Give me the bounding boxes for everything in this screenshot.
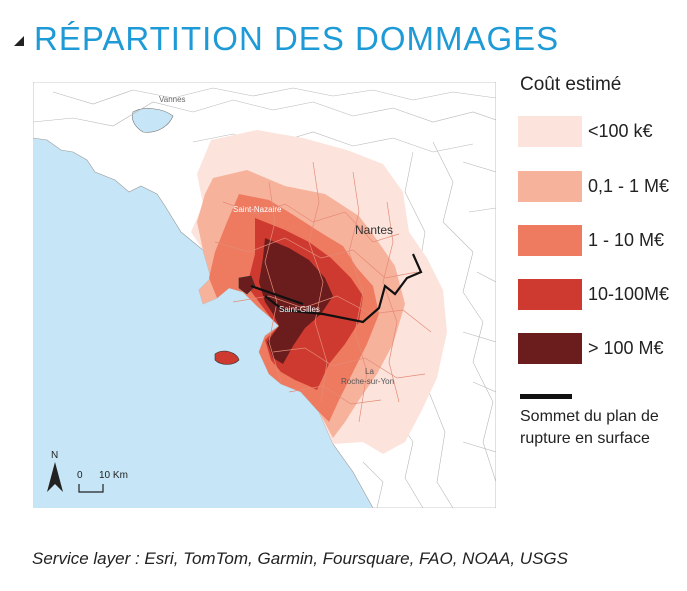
damage-commune-lines [214,161,432,423]
legend-label: 0,1 - 1 M€ [588,176,670,196]
legend-item-1-10m: 1 - 10 M€ [518,225,664,256]
legend-label: 1 - 10 M€ [588,230,665,250]
legend-swatch [518,171,582,202]
north-arrow-icon [47,462,63,492]
damage-map[interactable]: Vannes Saint-Nazaire Nantes Saint-Gilles… [33,82,496,508]
title-triangle-icon [14,36,24,46]
title-row: RÉPARTITION DES DOMMAGES [14,14,559,64]
legend-swatch [518,116,582,147]
legend-swatch [518,225,582,256]
place-saint-nazaire: Saint-Nazaire [233,205,282,214]
legend-item-lt100k: <100 k€ [518,116,653,147]
island-yeu [214,350,240,365]
page-title: RÉPARTITION DES DOMMAGES [34,20,560,57]
map-svg: Vannes Saint-Nazaire Nantes Saint-Gilles… [33,82,496,508]
island-noirmoutier [238,275,256,295]
legend-label: 10-100M€ [588,284,670,304]
source-credit: Service layer : Esri, TomTom, Garmin, Fo… [32,549,568,568]
legend-swatch [518,333,582,364]
legend-swatch [518,279,582,310]
place-saint-gilles: Saint-Gilles [279,305,320,314]
legend-rupture-line [520,394,572,399]
legend-item-10-100m: 10-100M€ [518,279,669,310]
place-nantes: Nantes [355,223,393,237]
commune-boundaries [33,87,496,508]
legend-rupture-label: Sommet du plan de rupture en surface [520,408,659,447]
scale-bar [78,484,104,493]
north-label: N [51,450,58,461]
place-vannes: Vannes [159,95,186,104]
rupture-line [250,253,423,324]
place-roche-la: La [365,367,374,376]
legend-label: <100 k€ [588,121,653,141]
legend-item-01-1m: 0,1 - 1 M€ [518,171,669,202]
legend-item-gt100m: > 100 M€ [518,333,664,364]
place-roche: Roche-sur-Yon [341,377,394,386]
scale-label: 10 Km [99,470,128,481]
legend-title: Coût estimé [520,74,622,95]
legend-label: > 100 M€ [588,338,664,358]
scale-zero: 0 [77,470,83,481]
